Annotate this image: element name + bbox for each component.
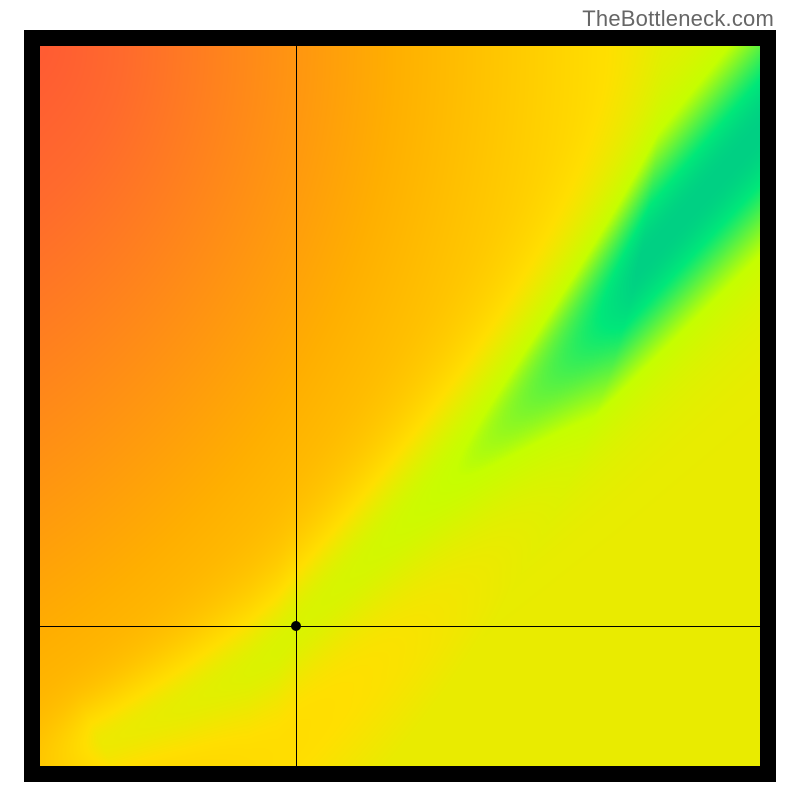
watermark-text: TheBottleneck.com: [582, 6, 774, 32]
chart-root: TheBottleneck.com: [0, 0, 800, 800]
crosshair-marker: [291, 621, 301, 631]
crosshair-vertical: [296, 46, 297, 766]
heatmap-canvas: [40, 46, 760, 766]
crosshair-horizontal: [40, 626, 760, 627]
